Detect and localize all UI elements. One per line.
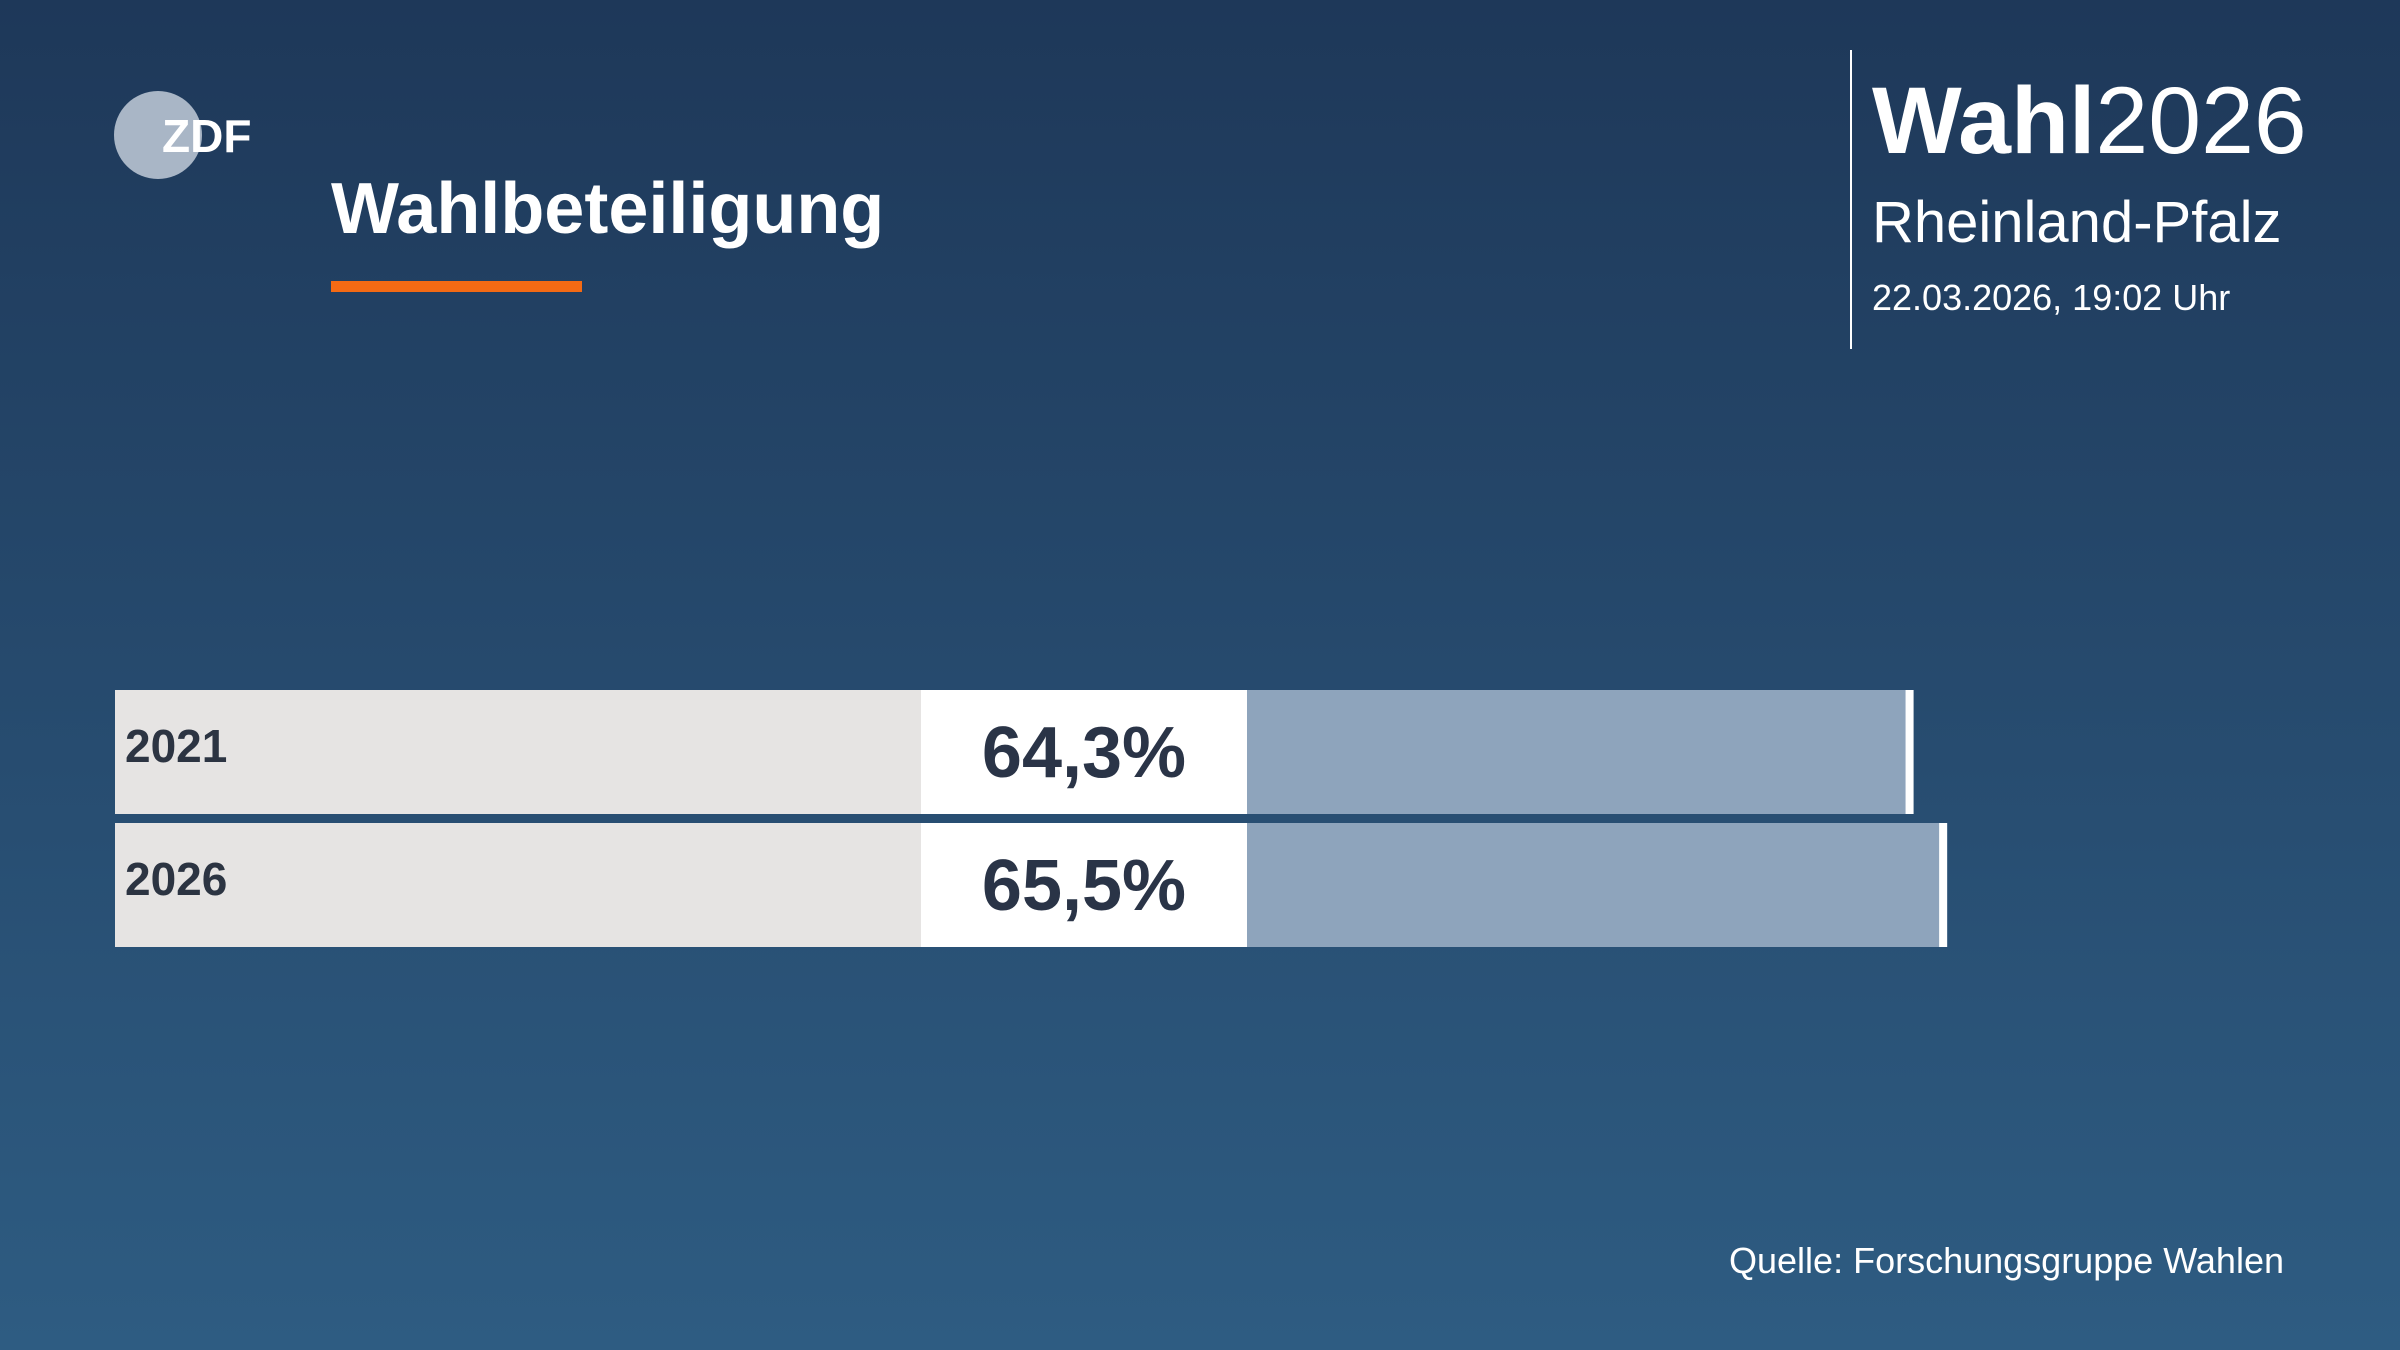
bar-end [1905,690,1914,814]
value-label: 65,5% [982,846,1186,926]
brand-bold: Wahl [1872,68,2095,174]
label-panel [115,823,921,947]
category-label: 2021 [125,720,227,772]
value-panel [921,823,1247,947]
logo-circle [114,91,202,179]
label-panel [115,690,921,814]
value-panel [921,690,1247,814]
region: Rheinland-Pfalz [1872,190,2281,255]
logo-text: ZDF [162,110,251,162]
bars: 2021 64,3% 2026 65,5% [115,690,1948,947]
brand: Wahl2026 [1872,68,2307,174]
chart-title: Wahlbeteiligung [331,169,884,249]
brand-year: 2026 [2095,68,2306,174]
bar-end [1939,823,1948,947]
title-underline [331,281,582,292]
timestamp: 22.03.2026, 19:02 Uhr [1872,277,2230,318]
source: Quelle: Forschungsgruppe Wahlen [1729,1240,2284,1281]
category-label: 2026 [125,853,227,905]
value-label: 64,3% [982,713,1186,793]
